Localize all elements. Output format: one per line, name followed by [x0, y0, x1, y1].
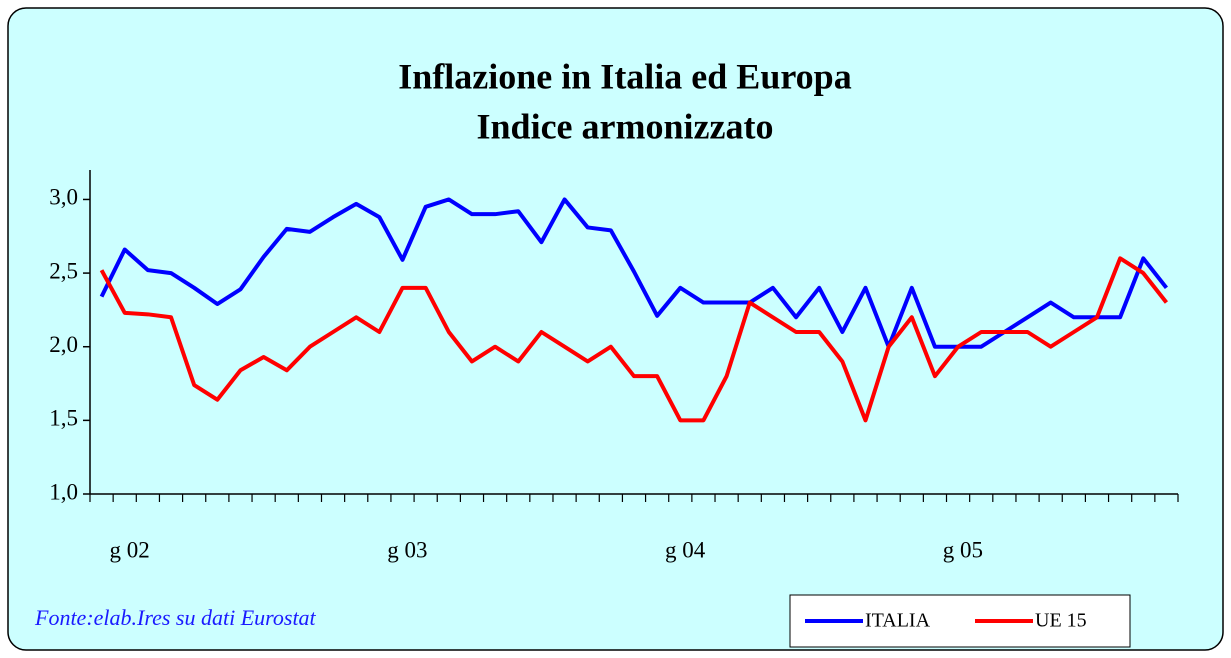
line-series — [99, 256, 1169, 423]
legend-label: UE 15 — [1035, 610, 1087, 632]
y-tick-label: 3,0 — [49, 185, 78, 210]
chart-subtitle: Indice armonizzato — [477, 106, 774, 146]
legend-label: ITALIA — [865, 610, 931, 632]
x-tick-label: g 04 — [665, 537, 706, 562]
y-tick-label: 1,5 — [49, 406, 78, 431]
y-tick-label: 2,5 — [49, 258, 78, 283]
chart-background — [7, 7, 1224, 651]
x-tick-label: g 02 — [109, 537, 149, 562]
line-series — [99, 197, 1169, 349]
x-tick-label: g 05 — [943, 537, 983, 562]
chart-title: Inflazione in Italia ed Europa — [398, 56, 851, 96]
y-tick-label: 2,0 — [49, 332, 78, 357]
y-tick-label: 1,0 — [49, 479, 78, 504]
source-note: Fonte:elab.Ires su dati Eurostat — [34, 605, 317, 630]
x-tick-label: g 03 — [387, 537, 427, 562]
